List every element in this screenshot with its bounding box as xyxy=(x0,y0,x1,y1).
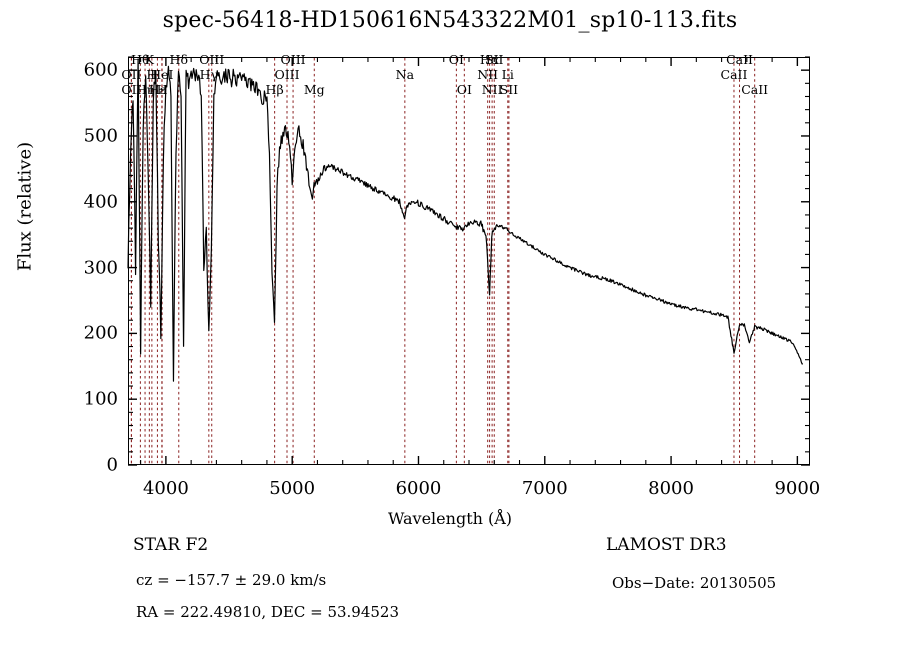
y-tick-label: 200 xyxy=(83,322,118,344)
x-tick-label: 7000 xyxy=(521,478,568,499)
spectral-line-label: Hε xyxy=(148,82,167,97)
x-tick-label: 6000 xyxy=(395,478,442,499)
page-title: spec-56418-HD150616N543322M01_sp10-113.f… xyxy=(162,8,738,33)
spectral-line-label: SII xyxy=(499,82,519,97)
spectral-line-label: H xyxy=(156,82,168,97)
y-tick-label: 0 xyxy=(106,454,118,476)
x-axis-title: Wavelength (Å) xyxy=(387,509,513,528)
spectral-line-label: OIII xyxy=(280,52,306,67)
spectral-line-label: OII xyxy=(121,67,142,82)
spectral-line-label: Hθ xyxy=(131,52,150,67)
x-tick-label: 4000 xyxy=(142,478,189,499)
spectral-line-label: CaII xyxy=(741,82,769,97)
observation-date: Obs−Date: 20130505 xyxy=(612,574,777,592)
spectral-line-label: CaII xyxy=(720,67,748,82)
spectral-line-label: Mg xyxy=(303,82,325,97)
spectral-line-label: OI xyxy=(448,52,464,67)
y-tick-label: 300 xyxy=(83,257,118,279)
spectral-line-label: OIII xyxy=(274,67,300,82)
y-tick-label: 100 xyxy=(83,388,118,410)
x-tick-label: 9000 xyxy=(774,478,821,499)
spectral-line-label: OIII xyxy=(199,52,225,67)
spectral-line-label: Li xyxy=(501,67,514,82)
x-tick-label: 5000 xyxy=(269,478,316,499)
coordinates: RA = 222.49810, DEC = 53.94523 xyxy=(136,603,400,621)
redshift-velocity: cz = −157.7 ± 29.0 km/s xyxy=(136,571,327,589)
spectral-line-label: OII xyxy=(121,82,142,97)
spectral-line-label: NII xyxy=(477,67,499,82)
spectral-line-label: CaII xyxy=(726,52,753,67)
spectral-line-label: Na xyxy=(395,67,415,82)
spectral-line-label: Hη xyxy=(135,82,155,97)
y-tick-label: 500 xyxy=(83,125,118,147)
object-type: STAR F2 xyxy=(133,535,209,555)
survey-name: LAMOST DR3 xyxy=(606,535,727,555)
y-tick-label: 400 xyxy=(83,191,118,213)
x-tick-label: 8000 xyxy=(648,478,694,499)
y-tick-label: 600 xyxy=(83,59,118,81)
spectral-line-label: Hγ xyxy=(199,67,219,82)
spectral-line-label: H xyxy=(146,67,158,82)
spectral-line-label: SII xyxy=(485,52,504,67)
spectral-line-label: Hα xyxy=(479,52,500,67)
spectral-line-label: K xyxy=(144,52,155,67)
spectrum-plot-area xyxy=(128,57,810,465)
spectral-line-label: Hβ xyxy=(265,82,284,97)
spectral-line-label: NII xyxy=(481,82,503,97)
y-axis-title: Flux (relative) xyxy=(14,141,36,272)
spectral-line-label: HeI xyxy=(150,67,174,82)
spectral-line-label: OI xyxy=(456,82,472,97)
spectral-line-label: Hδ xyxy=(169,52,188,67)
